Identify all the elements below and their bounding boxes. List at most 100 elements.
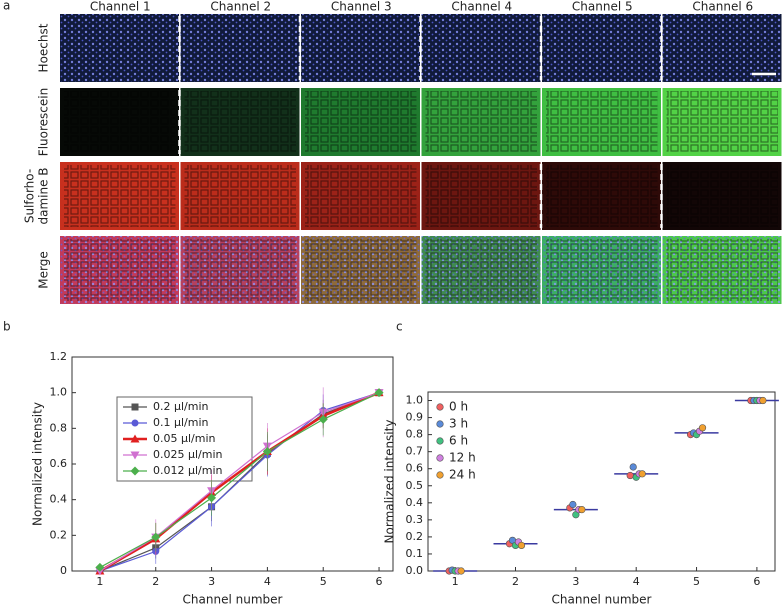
y-tick-label: 0.6 — [50, 457, 68, 470]
legend-label: 0.025 µl/min — [153, 448, 223, 461]
point — [457, 567, 465, 575]
well-array — [64, 91, 176, 153]
x-tick-label: 2 — [152, 575, 159, 588]
point — [638, 470, 646, 478]
nuclei — [301, 14, 420, 82]
well-array — [184, 91, 296, 153]
column-label: Channel 6 — [692, 0, 753, 14]
marker — [131, 403, 139, 411]
legend-label: 0.012 µl/min — [153, 464, 223, 477]
x-tick-label: 2 — [512, 575, 519, 588]
column-label: Channel 1 — [90, 0, 151, 14]
well-array — [184, 165, 296, 227]
y-tick-label: 0.3 — [406, 513, 424, 526]
marker — [131, 419, 139, 427]
x-tick-label: 5 — [320, 575, 327, 588]
x-tick-label: 4 — [633, 575, 640, 588]
well-array — [305, 239, 417, 301]
legend-label: 12 h — [449, 451, 476, 465]
marker — [151, 532, 161, 542]
legend-label: 0.2 µl/min — [153, 400, 209, 413]
marker — [95, 562, 105, 572]
marker — [318, 414, 328, 424]
y-tick-label: 0.9 — [406, 411, 424, 424]
well-array — [666, 239, 778, 301]
nuclei — [421, 14, 541, 82]
y-tick-label: 0.2 — [406, 530, 424, 543]
y-tick-label: 0 — [60, 564, 67, 577]
legend-marker — [436, 471, 444, 479]
well-array — [64, 165, 176, 227]
column-label: Channel 4 — [451, 0, 512, 14]
well-array — [184, 239, 296, 301]
point — [629, 463, 637, 471]
marker — [130, 451, 140, 460]
series-line — [99, 392, 380, 572]
marker — [130, 434, 140, 443]
well-array — [546, 91, 658, 153]
legend-label: 24 h — [449, 468, 476, 482]
well-array — [546, 165, 658, 227]
x-tick-label: 1 — [452, 575, 459, 588]
x-tick-label: 3 — [572, 575, 579, 588]
column-label: Channel 5 — [572, 0, 633, 14]
legend-marker — [436, 454, 444, 462]
x-axis-label: Channel number — [183, 593, 283, 605]
legend-label: 0 h — [449, 400, 468, 414]
marker — [207, 493, 217, 503]
point — [569, 500, 577, 509]
x-tick-label: 3 — [208, 575, 215, 588]
x-tick-label: 5 — [693, 575, 700, 588]
nuclei — [60, 14, 179, 82]
x-tick-label: 6 — [376, 575, 383, 588]
y-tick-label: 0.6 — [406, 462, 424, 475]
point — [578, 506, 586, 514]
y-tick-label: 0.0 — [406, 564, 424, 577]
point — [698, 424, 707, 432]
point — [759, 396, 767, 405]
row-label: Hoechst — [37, 23, 51, 72]
well-array — [425, 165, 537, 227]
well-array — [305, 91, 417, 153]
y-tick-label: 0.8 — [406, 428, 424, 441]
well-array — [666, 165, 778, 227]
row-label: Sulforho- — [23, 169, 37, 223]
panel-label: c — [396, 320, 403, 334]
column-label: Channel 2 — [210, 0, 271, 14]
panel-label: a — [3, 0, 10, 13]
y-tick-label: 0.5 — [406, 479, 424, 492]
y-tick-label: 0.4 — [406, 496, 424, 509]
y-tick-label: 0.7 — [406, 445, 424, 458]
series-line — [99, 391, 380, 573]
y-tick-label: 1.0 — [50, 386, 68, 399]
x-tick-label: 1 — [96, 575, 103, 588]
y-tick-label: 0.2 — [50, 528, 68, 541]
y-tick-label: 1.2 — [50, 350, 68, 363]
y-tick-label: 0.4 — [50, 493, 68, 506]
nuclei — [542, 14, 661, 82]
well-array — [666, 91, 778, 153]
series-line — [99, 392, 380, 568]
row-label: Merge — [37, 251, 51, 288]
nuclei — [662, 14, 782, 82]
well-array — [546, 239, 658, 301]
y-axis-label: Normalized intensity — [31, 402, 45, 526]
marker — [130, 466, 140, 476]
point — [517, 541, 526, 550]
legend-label: 3 h — [449, 417, 468, 431]
well-array — [425, 239, 537, 301]
x-axis-label: Channel number — [552, 593, 652, 605]
legend-label: 0.05 µl/min — [153, 432, 216, 445]
y-tick-label: 0.8 — [50, 421, 68, 434]
nuclei — [180, 14, 300, 82]
y-tick-label: 1.0 — [406, 394, 424, 407]
y-tick-label: 0.1 — [406, 547, 424, 560]
column-label: Channel 3 — [331, 0, 392, 14]
y-axis-label: Normalized intensity — [383, 420, 397, 544]
well-array — [64, 239, 176, 301]
legend-marker — [436, 420, 444, 428]
series-line — [99, 392, 380, 572]
x-tick-label: 4 — [264, 575, 271, 588]
marker — [374, 388, 384, 398]
